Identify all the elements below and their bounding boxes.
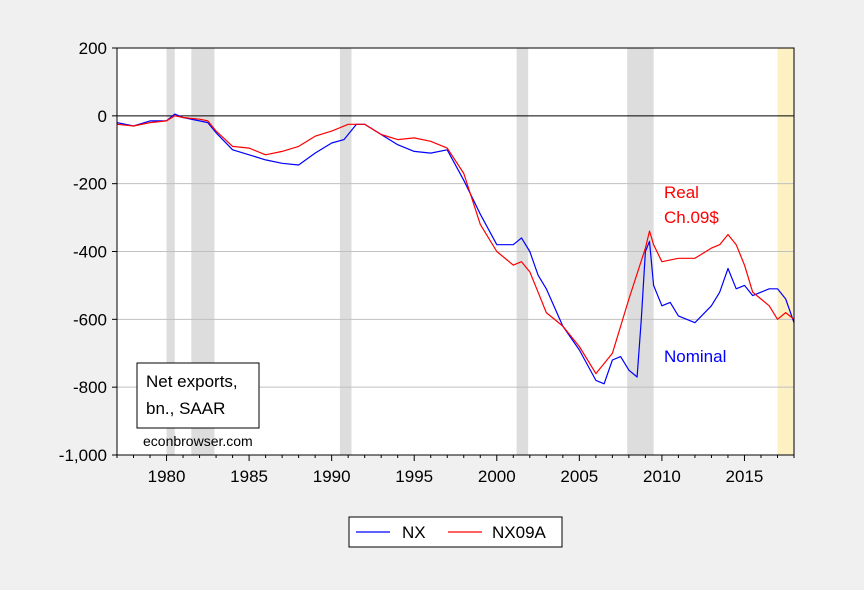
y-tick-label: -1,000 <box>59 446 107 465</box>
x-tick-label: 1985 <box>230 467 268 486</box>
source-label: econbrowser.com <box>143 433 253 449</box>
series-lines <box>116 113 795 385</box>
series-line-nx09a <box>116 115 795 375</box>
series-line-nx <box>116 113 795 385</box>
y-tick-label: 0 <box>98 107 107 126</box>
gridlines <box>117 115 794 388</box>
box-line-2: bn., SAAR <box>146 399 225 418</box>
y-tick-label: -200 <box>73 175 107 194</box>
real-label-units: Ch.09$ <box>664 208 719 227</box>
x-tick-label: 2000 <box>478 467 516 486</box>
box-line-1: Net exports, <box>146 372 238 391</box>
y-tick-label: -400 <box>73 243 107 262</box>
x-tick-label: 2015 <box>726 467 764 486</box>
y-axis: 200 0 -200 -400 -600 -800 -1,000 <box>59 39 117 465</box>
x-tick-label: 1995 <box>395 467 433 486</box>
x-tick-label: 1980 <box>148 467 186 486</box>
y-tick-label: -600 <box>73 310 107 329</box>
legend-nx-label: NX <box>402 523 426 542</box>
net-exports-box <box>136 362 260 429</box>
x-tick-label: 2005 <box>560 467 598 486</box>
nominal-label: Nominal <box>664 347 726 366</box>
y-tick-label: -800 <box>73 378 107 397</box>
legend-nx09a-label: NX09A <box>492 523 547 542</box>
x-tick-label: 1990 <box>313 467 351 486</box>
x-axis: 1980 1985 1990 1995 2000 2005 2010 2015 <box>116 455 795 486</box>
real-label: Real <box>664 183 699 202</box>
y-tick-label: 200 <box>79 39 107 58</box>
x-tick-label: 2010 <box>643 467 681 486</box>
